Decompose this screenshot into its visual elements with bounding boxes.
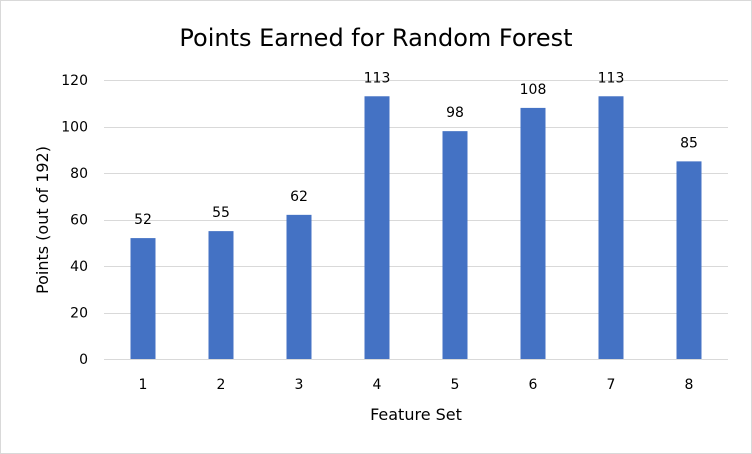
x-tick-label: 4 xyxy=(373,377,382,393)
y-tick-label: 80 xyxy=(70,166,88,182)
x-tick-label: 7 xyxy=(607,377,616,393)
bars xyxy=(130,96,702,360)
chart-title: Points Earned for Random Forest xyxy=(179,24,572,52)
data-label: 113 xyxy=(598,70,625,86)
x-tick-label: 2 xyxy=(217,377,226,393)
bar xyxy=(364,96,390,360)
bar xyxy=(676,161,702,359)
x-tick-label: 6 xyxy=(529,377,538,393)
data-label: 62 xyxy=(290,189,308,205)
y-tick-label: 0 xyxy=(79,352,88,368)
bar xyxy=(286,214,312,359)
y-tick-label: 40 xyxy=(70,259,88,275)
bar xyxy=(130,238,156,359)
x-axis-ticks: 1 2 3 4 5 6 7 8 xyxy=(139,377,694,393)
data-labels: 52 55 62 113 98 108 113 85 xyxy=(134,70,698,228)
bar xyxy=(442,131,468,359)
y-tick-label: 100 xyxy=(61,120,88,136)
bar xyxy=(598,96,624,360)
bar xyxy=(208,231,234,359)
y-axis-title: Points (out of 192) xyxy=(33,146,52,294)
x-tick-label: 8 xyxy=(685,377,694,393)
data-label: 98 xyxy=(446,105,464,121)
bar xyxy=(520,107,546,360)
data-label: 108 xyxy=(520,82,547,98)
data-label: 52 xyxy=(134,212,152,228)
x-tick-label: 3 xyxy=(295,377,304,393)
x-axis-title: Feature Set xyxy=(370,405,462,424)
y-tick-label: 120 xyxy=(61,73,88,89)
data-label: 85 xyxy=(680,135,698,151)
y-axis-ticks: 0 20 40 60 80 100 120 xyxy=(61,73,88,368)
x-tick-label: 5 xyxy=(451,377,460,393)
data-label: 55 xyxy=(212,205,230,221)
y-tick-label: 60 xyxy=(70,213,88,229)
y-tick-label: 20 xyxy=(70,306,88,322)
data-label: 113 xyxy=(364,70,391,86)
gridlines xyxy=(104,80,728,360)
x-tick-label: 1 xyxy=(139,377,148,393)
